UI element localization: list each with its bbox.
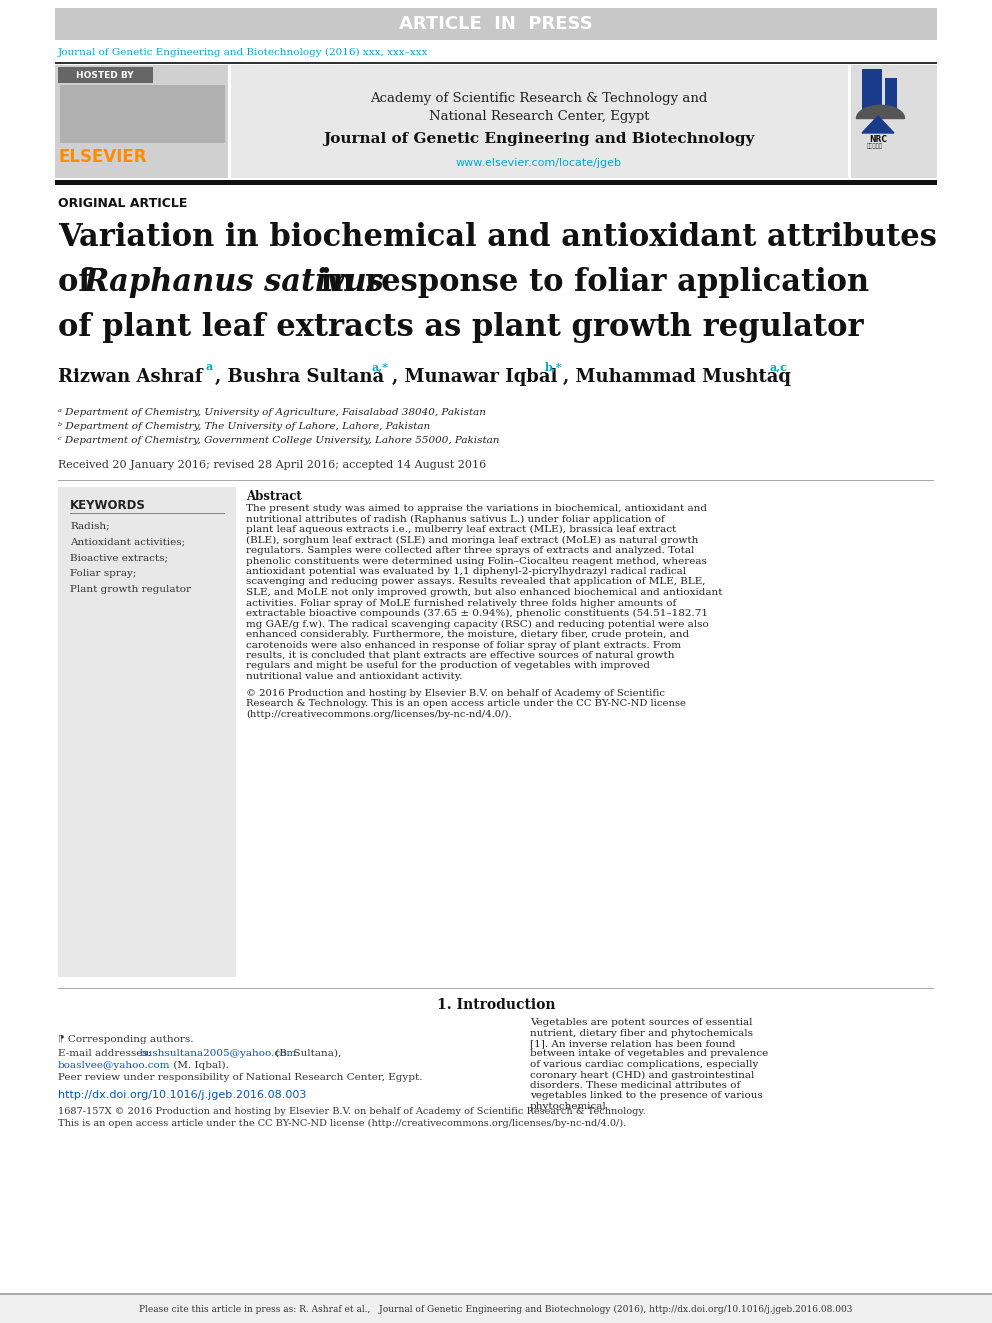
Text: carotenoids were also enhanced in response of foliar spray of plant extracts. Fr: carotenoids were also enhanced in respon… xyxy=(246,640,681,650)
Text: [1]. An inverse relation has been found: [1]. An inverse relation has been found xyxy=(530,1039,735,1048)
Text: Radish;: Radish; xyxy=(70,521,110,531)
Text: Abstract: Abstract xyxy=(246,490,302,503)
Text: © 2016 Production and hosting by Elsevier B.V. on behalf of Academy of Scientifi: © 2016 Production and hosting by Elsevie… xyxy=(246,688,665,697)
Bar xyxy=(58,67,153,83)
Text: regulators. Samples were collected after three sprays of extracts and analyzed. : regulators. Samples were collected after… xyxy=(246,546,694,556)
Text: (M. Iqbal).: (M. Iqbal). xyxy=(170,1061,229,1070)
Text: b,*: b,* xyxy=(545,361,562,372)
Text: enhanced considerably. Furthermore, the moisture, dietary fiber, crude protein, : enhanced considerably. Furthermore, the … xyxy=(246,630,689,639)
Text: 1687-157X © 2016 Production and hosting by Elsevier B.V. on behalf of Academy of: 1687-157X © 2016 Production and hosting … xyxy=(58,1107,646,1117)
Bar xyxy=(55,8,937,40)
Text: www.elsevier.com/locate/jgeb: www.elsevier.com/locate/jgeb xyxy=(456,157,622,168)
Text: Received 20 January 2016; revised 28 April 2016; accepted 14 August 2016: Received 20 January 2016; revised 28 Apr… xyxy=(58,460,486,470)
Text: ORIGINAL ARTICLE: ORIGINAL ARTICLE xyxy=(58,197,187,210)
Text: extractable bioactive compounds (37.65 ± 0.94%), phenolic constituents (54.51–18: extractable bioactive compounds (37.65 ±… xyxy=(246,609,708,618)
Text: E-mail addresses:: E-mail addresses: xyxy=(58,1049,155,1058)
Bar xyxy=(55,180,937,185)
Text: activities. Foliar spray of MoLE furnished relatively three folds higher amounts: activities. Foliar spray of MoLE furnish… xyxy=(246,598,677,607)
Text: This is an open access article under the CC BY-NC-ND license (http://creativecom: This is an open access article under the… xyxy=(58,1119,626,1129)
Text: between intake of vegetables and prevalence: between intake of vegetables and prevale… xyxy=(530,1049,768,1058)
Text: ᶜ Department of Chemistry, Government College University, Lahore 55000, Pakistan: ᶜ Department of Chemistry, Government Co… xyxy=(58,437,499,445)
Text: Vegetables are potent sources of essential: Vegetables are potent sources of essenti… xyxy=(530,1017,753,1027)
Text: Plant growth regulator: Plant growth regulator xyxy=(70,585,191,594)
Text: of various cardiac complications, especially: of various cardiac complications, especi… xyxy=(530,1060,758,1069)
Text: Research & Technology. This is an open access article under the CC BY-NC-ND lice: Research & Technology. This is an open a… xyxy=(246,699,686,708)
Text: Raphanus sativus: Raphanus sativus xyxy=(84,267,385,298)
Text: Peer review under responsibility of National Research Center, Egypt.: Peer review under responsibility of Nati… xyxy=(58,1073,423,1082)
Bar xyxy=(55,65,228,179)
Text: National Research Center, Egypt: National Research Center, Egypt xyxy=(429,110,649,123)
Text: Antioxidant activities;: Antioxidant activities; xyxy=(70,537,186,546)
Text: 1. Introduction: 1. Introduction xyxy=(436,998,556,1012)
Text: bushsultana2005@yahoo.com: bushsultana2005@yahoo.com xyxy=(140,1049,298,1058)
Text: a,*: a,* xyxy=(372,361,389,372)
Text: in response to foliar application: in response to foliar application xyxy=(310,267,869,298)
Text: ᵃ Department of Chemistry, University of Agriculture, Faisalabad 38040, Pakistan: ᵃ Department of Chemistry, University of… xyxy=(58,407,486,417)
Text: plant leaf aqueous extracts i.e., mulberry leaf extract (MLE), brassica leaf ext: plant leaf aqueous extracts i.e., mulber… xyxy=(246,525,677,534)
Polygon shape xyxy=(862,116,894,134)
Text: Journal of Genetic Engineering and Biotechnology (2016) xxx, xxx–xxx: Journal of Genetic Engineering and Biote… xyxy=(58,48,429,57)
Text: coronary heart (CHD) and gastrointestinal: coronary heart (CHD) and gastrointestina… xyxy=(530,1070,754,1080)
Bar xyxy=(862,69,882,114)
Text: a,c: a,c xyxy=(770,361,788,372)
Text: Rizwan Ashraf: Rizwan Ashraf xyxy=(58,368,202,386)
Text: KEYWORDS: KEYWORDS xyxy=(70,499,146,512)
Bar xyxy=(58,487,236,976)
Text: Bioactive extracts;: Bioactive extracts; xyxy=(70,553,168,562)
Text: The present study was aimed to appraise the variations in biochemical, antioxida: The present study was aimed to appraise … xyxy=(246,504,707,513)
Text: Journal of Genetic Engineering and Biotechnology: Journal of Genetic Engineering and Biote… xyxy=(323,132,755,146)
Text: nutritional attributes of radish (Raphanus sativus L.) under foliar application : nutritional attributes of radish (Raphan… xyxy=(246,515,665,524)
Text: SLE, and MoLE not only improved growth, but also enhanced biochemical and antiox: SLE, and MoLE not only improved growth, … xyxy=(246,587,722,597)
Bar xyxy=(851,65,937,179)
Text: results, it is concluded that plant extracts are effective sources of natural gr: results, it is concluded that plant extr… xyxy=(246,651,675,660)
Text: disorders. These medicinal attributes of: disorders. These medicinal attributes of xyxy=(530,1081,740,1090)
Text: ⁋ Corresponding authors.: ⁋ Corresponding authors. xyxy=(58,1035,193,1044)
Text: , Bushra Sultana: , Bushra Sultana xyxy=(215,368,384,386)
Text: http://dx.doi.org/10.1016/j.jgeb.2016.08.003: http://dx.doi.org/10.1016/j.jgeb.2016.08… xyxy=(58,1090,307,1099)
Text: (http://creativecommons.org/licenses/by-nc-nd/4.0/).: (http://creativecommons.org/licenses/by-… xyxy=(246,709,512,718)
Text: antioxidant potential was evaluated by 1,1 diphenyl-2-picrylhydrazyl radical rad: antioxidant potential was evaluated by 1… xyxy=(246,568,686,576)
Text: ELSEVIER: ELSEVIER xyxy=(59,148,147,165)
Text: boaslvee@yahoo.com: boaslvee@yahoo.com xyxy=(58,1061,171,1070)
Text: phenolic constituents were determined using Folin–Ciocalteu reagent method, wher: phenolic constituents were determined us… xyxy=(246,557,707,565)
Text: (B. Sultana),: (B. Sultana), xyxy=(272,1049,341,1058)
Text: phytochemical: phytochemical xyxy=(530,1102,607,1111)
Bar xyxy=(0,1295,992,1323)
Text: nutrient, dietary fiber and phytochemicals: nutrient, dietary fiber and phytochemica… xyxy=(530,1028,753,1037)
Text: النرك: النرك xyxy=(867,143,883,148)
Bar xyxy=(55,62,937,64)
Bar xyxy=(231,65,848,179)
Bar xyxy=(60,85,225,143)
Text: mg GAE/g f.w). The radical scavenging capacity (RSC) and reducing potential were: mg GAE/g f.w). The radical scavenging ca… xyxy=(246,619,708,628)
Text: Foliar spray;: Foliar spray; xyxy=(70,569,136,578)
Text: of plant leaf extracts as plant growth regulator: of plant leaf extracts as plant growth r… xyxy=(58,312,864,343)
Text: , Munawar Iqbal: , Munawar Iqbal xyxy=(392,368,558,386)
Text: regulars and might be useful for the production of vegetables with improved: regulars and might be useful for the pro… xyxy=(246,662,650,671)
Text: Variation in biochemical and antioxidant attributes: Variation in biochemical and antioxidant… xyxy=(58,222,936,253)
Text: NRC: NRC xyxy=(869,135,887,144)
Text: of: of xyxy=(58,267,102,298)
Text: scavenging and reducing power assays. Results revealed that application of MLE, : scavenging and reducing power assays. Re… xyxy=(246,578,705,586)
Text: Academy of Scientific Research & Technology and: Academy of Scientific Research & Technol… xyxy=(370,93,707,105)
Bar xyxy=(885,78,897,114)
Text: ARTICLE  IN  PRESS: ARTICLE IN PRESS xyxy=(399,15,593,33)
Text: (BLE), sorghum leaf extract (SLE) and moringa leaf extract (MoLE) as natural gro: (BLE), sorghum leaf extract (SLE) and mo… xyxy=(246,536,698,545)
Text: ᵇ Department of Chemistry, The University of Lahore, Lahore, Pakistan: ᵇ Department of Chemistry, The Universit… xyxy=(58,422,431,431)
Text: HOSTED BY: HOSTED BY xyxy=(76,70,134,79)
Text: vegetables linked to the presence of various: vegetables linked to the presence of var… xyxy=(530,1091,763,1101)
Text: nutritional value and antioxidant activity.: nutritional value and antioxidant activi… xyxy=(246,672,462,681)
Bar xyxy=(0,1293,992,1295)
Text: Please cite this article in press as: R. Ashraf et al.,   Journal of Genetic Eng: Please cite this article in press as: R.… xyxy=(139,1304,853,1314)
Text: a: a xyxy=(205,361,212,372)
Text: , Muhammad Mushtaq: , Muhammad Mushtaq xyxy=(563,368,791,386)
